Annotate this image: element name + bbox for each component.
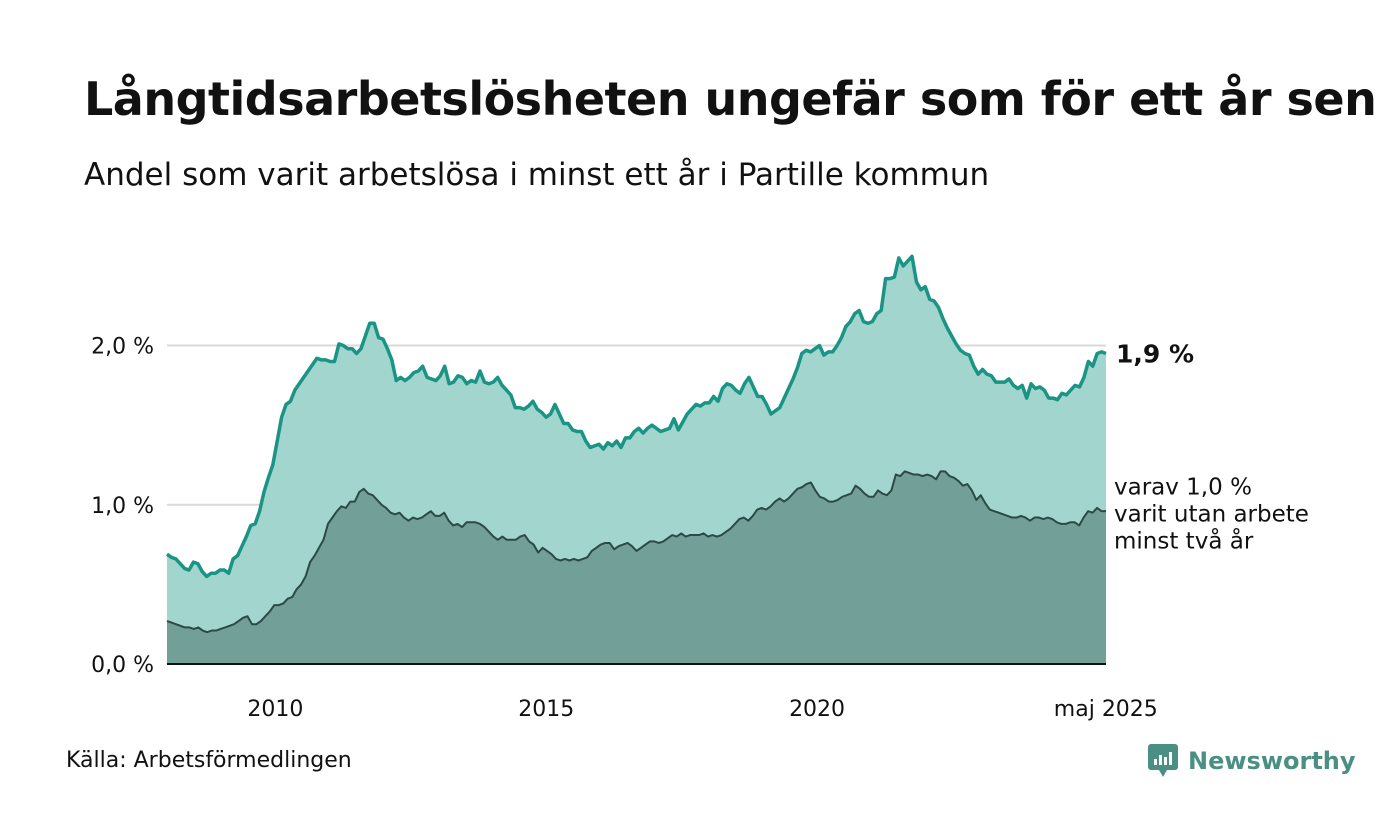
x-tick-label: 2020	[789, 697, 845, 722]
y-tick-label: 1,0 %	[91, 494, 154, 519]
y-axis-ticks: 0,0 % 1,0 % 2,0 %	[91, 335, 154, 678]
end-label-sub-line: varit utan arbete	[1114, 502, 1309, 528]
end-label-sub-line: varav 1,0 %	[1114, 475, 1252, 501]
brand-name: Newsworthy	[1188, 747, 1356, 775]
x-tick-label: 2015	[518, 697, 574, 722]
y-tick-label: 0,0 %	[91, 653, 154, 678]
chart-title: Långtidsarbetslösheten ungefär som för e…	[84, 72, 1377, 126]
line-minst-ett-ar	[165, 254, 1107, 579]
newsworthy-logo-icon	[1148, 744, 1178, 777]
end-label-main: 1,9 %	[1116, 340, 1194, 369]
chart-subtitle: Andel som varit arbetslösa i minst ett å…	[84, 157, 990, 193]
x-tick-label: maj 2025	[1054, 697, 1158, 722]
x-axis-ticks: 2010 2015 2020 maj 2025	[247, 697, 1157, 722]
brand-logo: Newsworthy	[1148, 744, 1356, 778]
end-label-sub-line: minst två år	[1114, 527, 1254, 555]
x-tick-label: 2010	[247, 697, 303, 722]
area-minst-tva-ar	[167, 471, 1106, 664]
y-tick-label: 2,0 %	[91, 335, 154, 360]
source-note: Källa: Arbetsförmedlingen	[66, 748, 352, 773]
line-minst-tva-ar	[166, 470, 1106, 634]
